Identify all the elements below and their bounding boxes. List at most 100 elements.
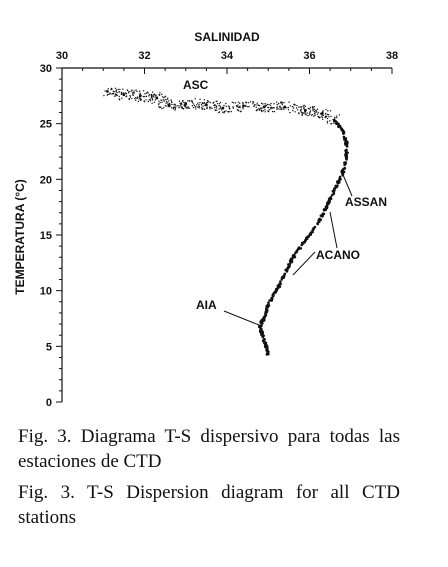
data-point-cloud [221,111,224,113]
data-point-cloud [116,91,118,94]
y-tick-label: 20 [40,174,52,186]
data-point-cloud [327,114,330,116]
data-point-cloud [164,105,167,107]
data-point-cloud [307,107,310,110]
data-point-cloud [270,108,272,110]
data-point-cloud [304,111,307,113]
data-point-cloud [297,246,301,249]
data-point-cloud [313,110,316,113]
data-point-cloud [291,105,294,108]
data-point-cloud [142,90,145,92]
data-point-cloud [247,105,249,108]
data-point-cloud [313,106,315,108]
x-tick-label: 30 [56,50,68,62]
data-point-cloud [300,108,303,110]
data-point-cloud [126,89,128,91]
data-point-cloud [211,107,213,109]
data-point-cloud [174,103,176,105]
data-point-cloud [258,109,261,111]
data-point-cloud [167,97,169,99]
data-point-cloud [152,91,154,93]
data-point-cloud [133,92,136,94]
data-point-cloud [161,101,163,104]
data-point-cloud [209,106,212,109]
data-point-cloud [168,100,170,102]
data-point-cloud [170,107,173,109]
data-point-cloud [223,112,225,114]
data-point-cloud [204,103,207,105]
data-point-cloud [306,112,308,114]
data-point-cloud [237,101,240,103]
data-point-cloud [267,110,269,112]
data-point-cloud [178,100,181,102]
annotation-asc: ASC [183,78,209,92]
data-point-cloud [206,101,209,104]
data-point-cloud [338,177,342,180]
data-point-cloud [313,115,315,117]
data-point-cloud [270,296,274,300]
data-point-cloud [169,103,171,105]
data-point-cloud [109,92,111,94]
data-point-cloud [164,98,166,101]
data-point-cloud [135,89,137,91]
data-point-cloud [203,99,206,101]
data-point-cloud [266,103,269,106]
data-point-cloud [163,107,165,109]
data-point-cloud [151,102,153,104]
data-point-cloud [104,90,106,92]
data-point-cloud [152,94,154,96]
data-point-cloud [237,106,240,109]
data-point-cloud [208,101,210,103]
data-point-cloud [336,180,339,184]
data-point-cloud [219,101,222,104]
data-point-cloud [253,105,255,108]
data-point-cloud [129,96,132,98]
data-point-cloud [191,101,194,104]
data-point-cloud [239,107,241,109]
data-point-cloud [200,104,203,106]
data-point-cloud [218,104,220,107]
data-point-cloud [151,98,154,100]
data-point-cloud [322,114,324,116]
data-point-cloud [304,109,306,112]
data-point-cloud [264,310,268,313]
data-point-cloud [122,92,125,94]
x-axis-title: SALINIDAD [194,30,260,44]
data-point-cloud [135,96,137,99]
data-point-cloud [301,114,303,117]
data-point-cloud [262,318,266,321]
data-point-cloud [196,104,198,106]
data-point-cloud [219,105,221,107]
data-point-cloud [111,93,114,95]
data-point-cloud [183,101,185,104]
data-point-cloud [242,103,244,105]
data-point-cloud [345,151,349,155]
data-point-cloud [296,109,299,111]
data-point-cloud [343,137,347,141]
data-point-cloud [281,104,283,106]
data-point-cloud [130,90,132,92]
data-point-cloud [139,94,142,96]
data-point-cloud [188,107,190,109]
data-point-cloud [324,116,326,118]
data-point-cloud [103,94,105,97]
data-point-cloud [273,103,275,105]
data-point-cloud [112,90,115,93]
caption-spanish: Fig. 3. Diagrama T-S dispersivo para tod… [18,426,400,472]
data-point-cloud [214,107,216,109]
data-point-cloud [292,107,295,109]
data-point-cloud [282,107,284,109]
data-point-cloud [247,102,250,104]
data-point-cloud [264,109,266,111]
data-point-cloud [133,90,135,92]
data-point-cloud [175,105,177,107]
data-point-cloud [258,105,261,107]
data-point-cloud [198,104,200,106]
data-point-cloud [289,105,291,107]
data-point-cloud [166,105,168,107]
data-point-cloud [209,108,211,110]
data-point-cloud [265,306,268,310]
data-point-cloud [174,108,176,110]
data-point-cloud [162,99,164,101]
data-point-cloud [137,100,140,103]
